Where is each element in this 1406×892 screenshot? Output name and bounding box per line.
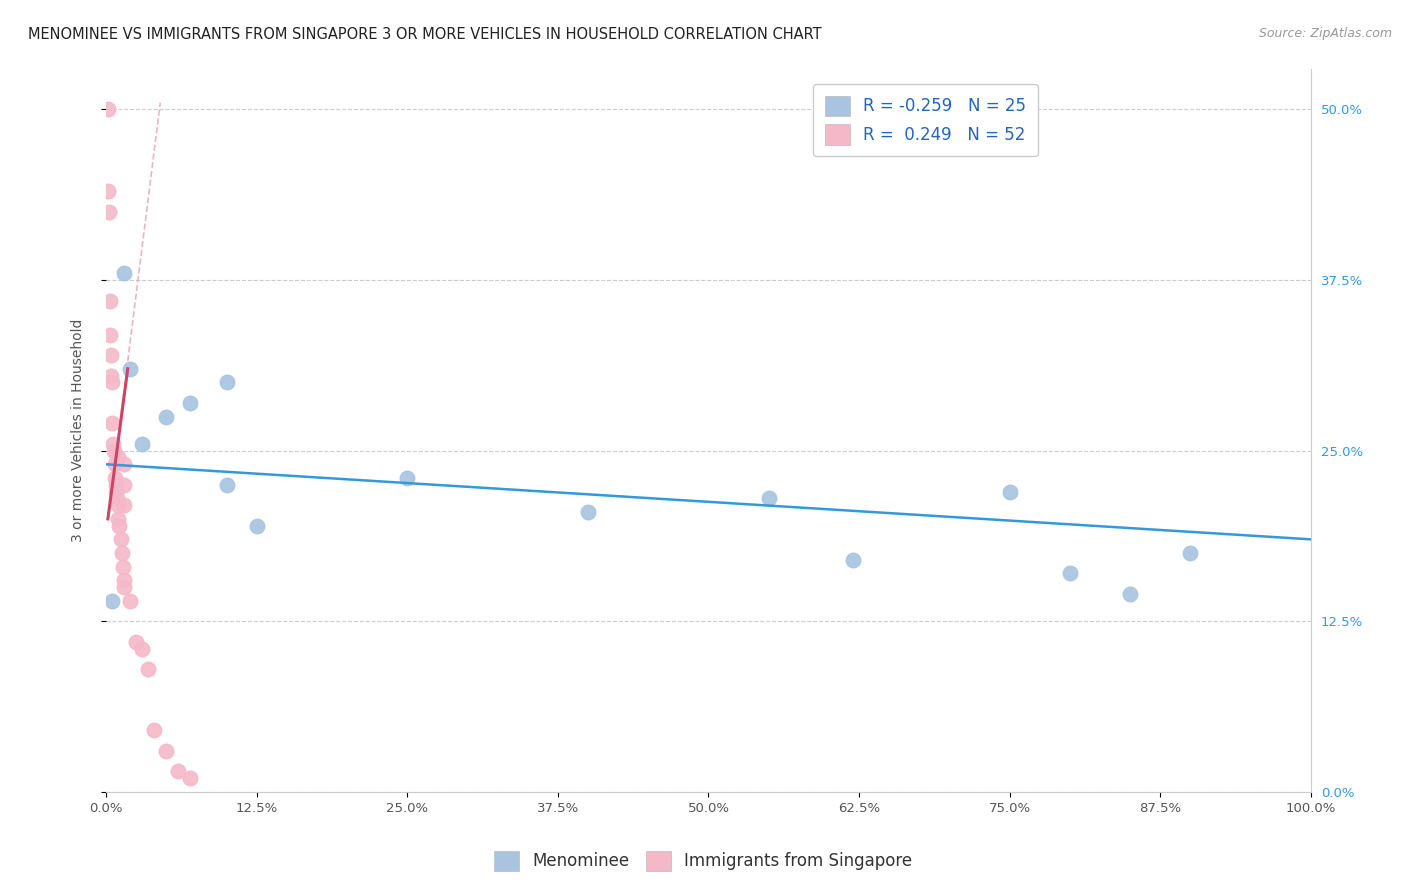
Point	[842, 553, 865, 567]
Point	[105, 491, 128, 506]
Point	[215, 376, 238, 390]
Point	[143, 723, 166, 738]
Point	[758, 491, 780, 506]
Point	[125, 634, 148, 648]
Text: Source: ZipAtlas.com: Source: ZipAtlas.com	[1258, 27, 1392, 40]
Point	[103, 437, 125, 451]
Point	[396, 471, 419, 485]
Point	[155, 744, 177, 758]
Point	[107, 450, 129, 465]
Point	[576, 505, 599, 519]
Legend: R = -0.259   N = 25, R =  0.249   N = 52: R = -0.259 N = 25, R = 0.249 N = 52	[813, 84, 1038, 156]
Text: MENOMINEE VS IMMIGRANTS FROM SINGAPORE 3 OR MORE VEHICLES IN HOUSEHOLD CORRELATI: MENOMINEE VS IMMIGRANTS FROM SINGAPORE 3…	[28, 27, 821, 42]
Point	[998, 484, 1021, 499]
Point	[1119, 587, 1142, 601]
Point	[215, 477, 238, 491]
Point	[167, 764, 190, 779]
Point	[100, 368, 122, 383]
Point	[112, 498, 135, 512]
Point	[98, 327, 121, 342]
Point	[98, 293, 121, 308]
Point	[136, 662, 159, 676]
Point	[103, 443, 125, 458]
Point	[179, 396, 201, 410]
Point	[110, 533, 132, 547]
Point	[111, 546, 134, 560]
Point	[103, 458, 125, 472]
Point	[112, 580, 135, 594]
Point	[112, 458, 135, 472]
Point	[107, 498, 129, 512]
Point	[179, 771, 201, 785]
Point	[112, 574, 135, 588]
Point	[1059, 566, 1081, 581]
Point	[105, 484, 128, 499]
Point	[100, 348, 122, 362]
Point	[107, 512, 129, 526]
Point	[97, 185, 120, 199]
Point	[111, 559, 134, 574]
Y-axis label: 3 or more Vehicles in Household: 3 or more Vehicles in Household	[72, 318, 86, 541]
Point	[1180, 546, 1202, 560]
Point	[112, 266, 135, 280]
Point	[120, 594, 142, 608]
Point	[246, 518, 269, 533]
Point	[131, 641, 153, 656]
Point	[108, 518, 131, 533]
Point	[98, 204, 121, 219]
Point	[101, 376, 124, 390]
Point	[104, 471, 127, 485]
Legend: Menominee, Immigrants from Singapore: Menominee, Immigrants from Singapore	[485, 842, 921, 880]
Point	[131, 437, 153, 451]
Point	[97, 103, 120, 117]
Point	[112, 477, 135, 491]
Point	[155, 409, 177, 424]
Point	[101, 594, 124, 608]
Point	[120, 361, 142, 376]
Point	[104, 477, 127, 491]
Point	[101, 417, 124, 431]
